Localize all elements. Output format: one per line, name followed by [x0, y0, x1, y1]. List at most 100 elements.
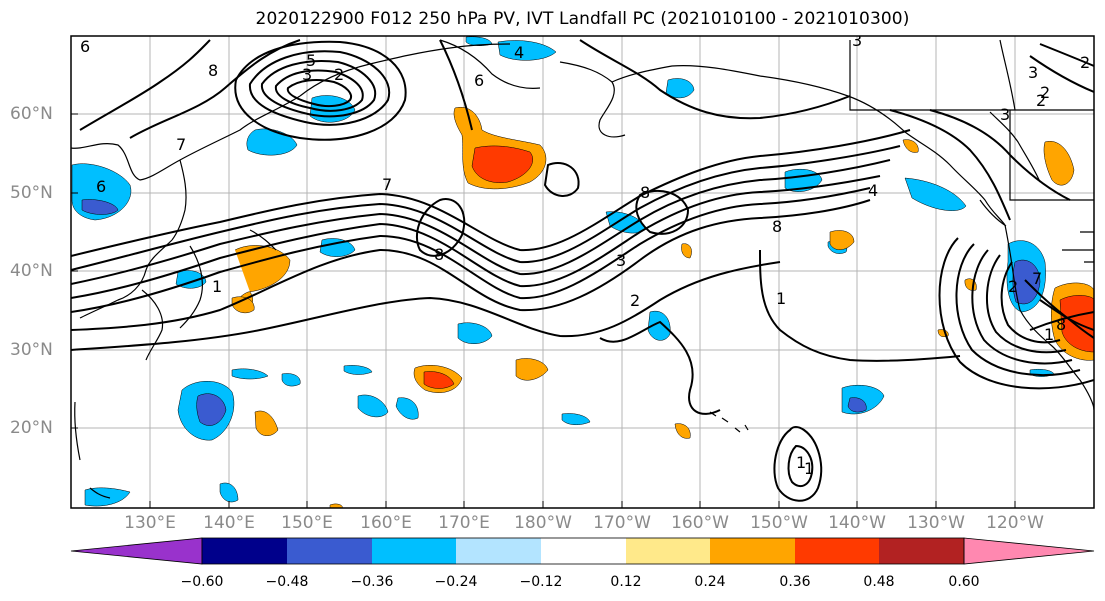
pv-contour	[79, 39, 211, 131]
positive-anomaly	[681, 243, 692, 259]
contour-label: 4	[868, 181, 878, 200]
contour-label: 2	[630, 291, 640, 310]
colorbar-extend-min	[70, 537, 203, 565]
negative-anomaly	[647, 310, 671, 341]
negative-anomaly	[196, 393, 227, 426]
contour-label: 8	[1056, 315, 1066, 334]
positive-anomaly	[1043, 140, 1075, 186]
map-title: 2020122900 F012 250 hPa PV, IVT Landfall…	[255, 9, 910, 29]
pv-contour	[71, 187, 871, 313]
contour-label: 3	[302, 65, 312, 84]
contour-label: 3	[1000, 105, 1010, 124]
colorbar-tick-label: −0.12	[519, 574, 563, 590]
colorbar-segment	[879, 538, 964, 564]
pv-contour	[71, 145, 901, 271]
positive-anomaly	[674, 423, 691, 439]
pv-contour	[71, 261, 781, 351]
lon-label: 170°W	[593, 513, 651, 533]
map-background	[71, 36, 1094, 508]
pv-contour	[929, 109, 1071, 201]
colorbar-tick-label: 0.36	[779, 574, 811, 590]
lon-label: 150°W	[750, 513, 808, 533]
contour-label: 2	[334, 65, 344, 84]
negative-anomaly	[357, 394, 389, 418]
contour-label: 1	[776, 289, 786, 308]
contour-label: 4	[514, 43, 524, 62]
colorbar-tick-label: −0.24	[434, 574, 478, 590]
positive-anomaly	[829, 230, 855, 250]
pv-contour	[439, 39, 473, 131]
pv-contour	[955, 243, 1081, 376]
colorbar-segment	[287, 538, 372, 564]
contour-label: 2	[1080, 53, 1090, 72]
lon-label: 160°E	[360, 513, 412, 533]
positive-anomaly	[423, 371, 455, 389]
colorbar-segment	[626, 538, 710, 564]
pv-contour	[415, 198, 466, 257]
contour-label: 2	[1008, 277, 1018, 296]
colorbar-tick-label: 0.24	[694, 574, 726, 590]
contour-labels: 8 5 3 2 4 6 7 6 8 7 8 8 4 3 3 2 1 1 2 3 …	[80, 31, 1090, 478]
colorbar-tick-label: 0.12	[610, 574, 642, 590]
pv-contour	[543, 162, 580, 197]
contour-label: 2	[1040, 83, 1050, 102]
contour-label: 6	[80, 37, 90, 56]
pv-contour	[260, 60, 377, 118]
lon-label: 180°W	[514, 513, 572, 533]
contour-label: 1	[212, 277, 222, 296]
colorbar-extend-max	[963, 537, 1095, 565]
colorbar-segment	[710, 538, 795, 564]
colorbar-segment	[795, 538, 879, 564]
contour-label: 1	[804, 459, 814, 478]
contour-label: 3	[1028, 63, 1038, 82]
pv-contour	[1029, 55, 1094, 93]
lat-label-20n: 20°N	[10, 418, 53, 438]
lon-label: 140°W	[828, 513, 886, 533]
lat-label-40n: 40°N	[10, 261, 53, 281]
negative-anomaly	[281, 373, 301, 387]
contour-label: 8	[772, 217, 782, 236]
negative-anomaly	[904, 177, 967, 211]
pv-contour	[889, 109, 1011, 221]
pv-contour	[579, 39, 851, 120]
contour-label: 8	[208, 61, 218, 80]
pv-contour	[986, 254, 1067, 354]
contour-label: 6	[96, 177, 106, 196]
contour-label: 8	[640, 183, 650, 202]
colorbar-segment	[372, 538, 456, 564]
negative-anomaly	[231, 368, 269, 380]
colorbar-tick-label: 0.60	[948, 574, 980, 590]
lon-label: 130°W	[907, 513, 965, 533]
positive-anomaly	[231, 296, 255, 314]
contour-label: 7	[176, 135, 186, 154]
lon-label: 130°E	[124, 513, 176, 533]
contour-label: 3	[616, 251, 626, 270]
negative-anomaly	[561, 413, 591, 425]
negative-anomaly	[219, 482, 239, 503]
lon-label: 170°E	[438, 513, 490, 533]
positive-anomaly	[515, 358, 549, 381]
pv-contour	[773, 426, 823, 502]
negative-anomaly	[343, 365, 373, 375]
graticule	[71, 36, 1094, 508]
map-frame	[70, 35, 1095, 509]
contour-label: 2	[1036, 91, 1046, 110]
pv-contour	[759, 249, 961, 362]
lat-label-50n: 50°N	[10, 183, 53, 203]
negative-anomaly	[395, 397, 419, 420]
colorbar-tick-label: −0.48	[265, 574, 309, 590]
colorbar-segment	[202, 538, 287, 564]
contour-label: 6	[474, 71, 484, 90]
lat-label-60n: 60°N	[10, 104, 53, 124]
colorbar-segment	[456, 538, 541, 564]
pv-contour	[1039, 299, 1094, 331]
contour-label: 5	[306, 51, 316, 70]
contour-label: 3	[852, 31, 862, 50]
pv-contour	[1000, 261, 1061, 344]
pv-contour	[1039, 43, 1094, 67]
pv-contour	[1029, 311, 1094, 331]
lon-label: 140°E	[203, 513, 255, 533]
pv-contour	[71, 175, 881, 299]
pv-contour	[938, 237, 1094, 390]
